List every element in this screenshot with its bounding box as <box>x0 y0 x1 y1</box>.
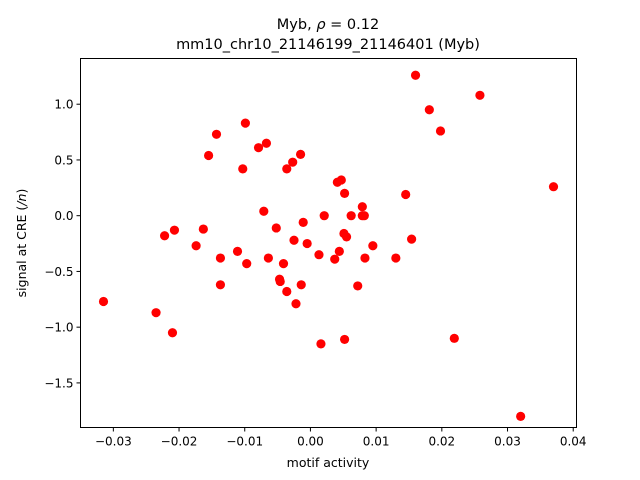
data-point <box>368 241 378 251</box>
data-point <box>548 182 559 192</box>
data-point <box>259 206 269 216</box>
data-point <box>275 276 285 287</box>
data-point <box>238 164 248 174</box>
y-tick-label: −1.0 <box>44 321 73 335</box>
data-point <box>263 253 273 263</box>
x-axis-label: motif activity <box>287 455 370 470</box>
y-axis: −1.5 −1.0 −0.5 0.0 0.5 1.0 <box>44 98 81 390</box>
data-point <box>401 189 411 200</box>
data-point <box>291 299 301 309</box>
y-axis-label: signal at CRE (/n) <box>14 189 29 298</box>
data-point <box>410 70 421 80</box>
data-point <box>159 231 170 241</box>
data-point <box>198 224 208 234</box>
data-point <box>298 217 308 227</box>
data-point <box>407 234 417 244</box>
data-point <box>211 129 222 139</box>
data-point <box>240 118 250 128</box>
data-point <box>341 232 352 242</box>
x-tick-label: 0.02 <box>428 435 455 449</box>
data-point <box>295 149 306 159</box>
data-point <box>242 259 252 269</box>
data-point <box>346 211 356 221</box>
data-point <box>314 250 324 260</box>
data-point <box>339 188 350 198</box>
chart-title-line2: mm10_chr10_21146199_21146401 (Myb) <box>176 37 480 53</box>
data-point <box>215 253 226 263</box>
y-tick-label: −0.5 <box>44 265 73 279</box>
y-tick-label: 0.5 <box>54 153 73 167</box>
x-tick-label: −0.01 <box>226 435 263 449</box>
data-point <box>296 280 306 290</box>
data-point <box>435 126 446 136</box>
x-tick-label: 0.00 <box>297 435 324 449</box>
data-point <box>278 259 289 269</box>
data-point <box>261 138 272 148</box>
data-point <box>191 241 201 251</box>
x-tick-label: 0.04 <box>560 435 587 449</box>
data-point <box>339 334 350 345</box>
data-point <box>360 253 370 263</box>
data-point <box>359 211 369 221</box>
data-point <box>204 150 214 161</box>
data-point <box>271 223 281 233</box>
data-point <box>336 175 346 185</box>
plot-frame <box>80 58 577 428</box>
data-point <box>289 235 299 245</box>
chart-title-line1: Myb, ρ = 0.12 <box>277 17 379 33</box>
data-point <box>319 211 329 221</box>
x-axis: −0.03 −0.02 −0.01 0.00 0.01 0.02 0.03 0.04 <box>95 427 587 449</box>
data-point <box>253 143 264 153</box>
data-point <box>516 411 526 421</box>
data-point <box>357 202 367 212</box>
data-point <box>475 90 485 100</box>
data-point <box>288 157 298 167</box>
data-point <box>302 238 312 249</box>
data-point <box>316 339 326 349</box>
data-point <box>334 246 344 256</box>
data-point <box>169 225 180 235</box>
data-point <box>391 253 401 263</box>
data-point <box>449 333 459 343</box>
data-point <box>330 254 340 264</box>
data-point <box>424 105 434 115</box>
data-point <box>167 328 178 338</box>
data-point <box>98 296 109 307</box>
x-tick-label: 0.03 <box>494 435 521 449</box>
x-tick-label: −0.03 <box>95 435 132 449</box>
x-tick-label: −0.02 <box>161 435 198 449</box>
y-tick-label: 0.0 <box>54 209 73 223</box>
y-tick-label: 1.0 <box>54 98 73 112</box>
data-point <box>151 308 161 318</box>
data-point <box>282 164 292 174</box>
x-tick-label: 0.01 <box>363 435 390 449</box>
y-tick-label: −1.5 <box>44 376 73 390</box>
data-point <box>215 280 226 290</box>
data-points <box>98 70 559 421</box>
data-point <box>353 281 363 291</box>
data-point <box>282 286 292 297</box>
data-point <box>232 246 243 256</box>
